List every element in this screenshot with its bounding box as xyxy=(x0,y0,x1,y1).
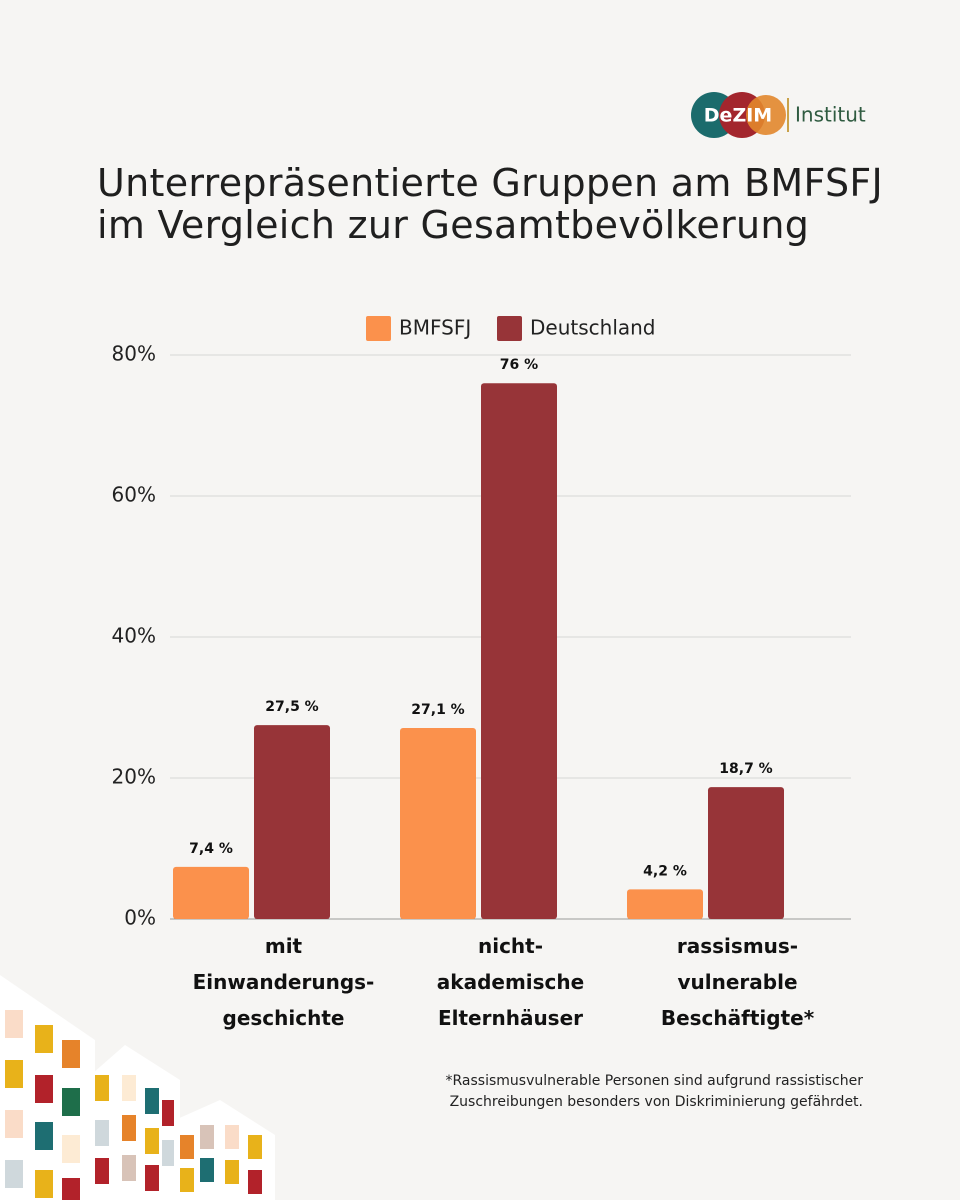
bar xyxy=(708,787,784,919)
x-tick-label: mit Einwanderungs- geschichte xyxy=(192,934,375,1030)
footnote: *Rassismusvulnerable Personen sind aufgr… xyxy=(445,1073,863,1110)
decoration xyxy=(0,975,275,1200)
logo-text: Institut xyxy=(795,103,866,127)
legend-label: BMFSFJ xyxy=(399,316,471,340)
bar xyxy=(173,866,249,919)
y-tick-label: 60% xyxy=(112,483,156,507)
value-label: 4,2 % xyxy=(643,863,687,879)
logo-mark: DeZIM xyxy=(704,105,772,127)
value-label: 7,4 % xyxy=(189,841,233,857)
x-tick-label: nicht- akademische Elternhäuser xyxy=(436,934,585,1030)
value-label: 18,7 % xyxy=(719,761,772,777)
bar xyxy=(400,727,476,919)
legend-swatch xyxy=(366,316,391,341)
y-tick-label: 0% xyxy=(124,906,156,930)
y-tick-label: 80% xyxy=(112,342,156,366)
x-tick-label: rassismus- vulnerable Beschäftigte* xyxy=(660,934,815,1030)
bar xyxy=(627,889,703,919)
value-label: 27,1 % xyxy=(411,702,464,718)
y-tick-label: 20% xyxy=(112,765,156,789)
legend-label: Deutschland xyxy=(530,316,656,340)
chart-title: Unterrepräsentierte Gruppen am BMFSFJ im… xyxy=(97,161,884,247)
bar xyxy=(481,383,557,919)
bar xyxy=(254,725,330,919)
logo: DeZIM Institut xyxy=(691,92,866,138)
y-tick-label: 40% xyxy=(112,624,156,648)
value-label: 76 % xyxy=(500,357,538,373)
value-label: 27,5 % xyxy=(265,699,318,715)
legend-swatch xyxy=(497,316,522,341)
